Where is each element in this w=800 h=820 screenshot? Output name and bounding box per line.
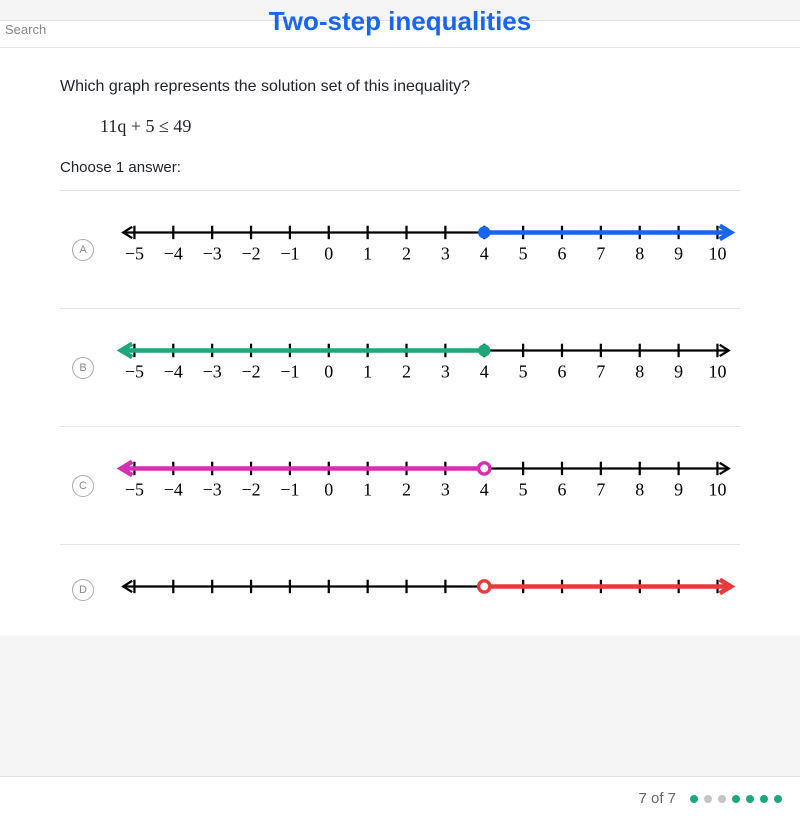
radio-d[interactable]: D — [72, 579, 94, 601]
svg-text:10: 10 — [709, 243, 727, 263]
answer-option-c[interactable]: C −5 −4 −3 −2 −1 0 1 2 3 4 5 6 7 8 9 10 — [60, 426, 740, 544]
radio-b[interactable]: B — [72, 357, 94, 379]
svg-text:−5: −5 — [125, 361, 144, 381]
inequality-expression: 11q + 5 ≤ 49 — [100, 116, 740, 137]
svg-text:6: 6 — [558, 479, 567, 499]
svg-text:9: 9 — [674, 479, 683, 499]
svg-text:2: 2 — [402, 361, 411, 381]
svg-text:10: 10 — [709, 361, 727, 381]
svg-text:−3: −3 — [203, 243, 222, 263]
answer-option-d[interactable]: D — [60, 544, 740, 635]
progress-dot — [704, 795, 712, 803]
svg-text:7: 7 — [596, 361, 605, 381]
svg-text:5: 5 — [519, 243, 528, 263]
progress-dot — [718, 795, 726, 803]
svg-text:0: 0 — [324, 361, 333, 381]
svg-text:−4: −4 — [164, 243, 183, 263]
svg-text:−1: −1 — [280, 361, 299, 381]
svg-text:−4: −4 — [164, 479, 183, 499]
answer-option-a[interactable]: A −5 −4 −3 −2 −1 0 1 2 3 4 5 6 7 8 9 10 — [60, 190, 740, 308]
page-title: Two-step inequalities — [0, 6, 800, 48]
choose-label: Choose 1 answer: — [60, 159, 740, 176]
svg-text:5: 5 — [519, 479, 528, 499]
question-area: Which graph represents the solution set … — [0, 48, 800, 635]
svg-text:9: 9 — [674, 243, 683, 263]
svg-text:3: 3 — [441, 479, 450, 499]
svg-text:3: 3 — [441, 243, 450, 263]
svg-text:2: 2 — [402, 479, 411, 499]
svg-text:−2: −2 — [241, 479, 260, 499]
svg-text:4: 4 — [480, 479, 489, 499]
pager-text: 7 of 7 — [638, 790, 676, 807]
svg-text:−3: −3 — [203, 361, 222, 381]
answers-container: A−5−4−3−2−1012345678910B−5−4−3−2−1012345… — [60, 190, 740, 635]
svg-text:7: 7 — [596, 243, 605, 263]
search-text: Search — [5, 22, 46, 37]
number-line-b: −5 −4 −3 −2 −1 0 1 2 3 4 5 6 7 8 9 10 — [112, 337, 740, 393]
number-line-d — [112, 573, 740, 602]
content: Two-step inequalities Which graph repres… — [0, 20, 800, 635]
svg-text:3: 3 — [441, 361, 450, 381]
svg-text:1: 1 — [363, 361, 372, 381]
progress-dot — [760, 795, 768, 803]
progress-dot — [690, 795, 698, 803]
answer-option-b[interactable]: B −5 −4 −3 −2 −1 0 1 2 3 4 5 6 7 8 9 10 — [60, 308, 740, 426]
svg-text:0: 0 — [324, 243, 333, 263]
svg-text:0: 0 — [324, 479, 333, 499]
svg-text:5: 5 — [519, 361, 528, 381]
svg-text:10: 10 — [709, 479, 727, 499]
svg-text:7: 7 — [596, 479, 605, 499]
radio-c[interactable]: C — [72, 475, 94, 497]
svg-text:6: 6 — [558, 243, 567, 263]
svg-text:−5: −5 — [125, 243, 144, 263]
question-text: Which graph represents the solution set … — [60, 78, 740, 96]
svg-text:4: 4 — [480, 361, 489, 381]
footer-bar: 7 of 7 — [0, 776, 800, 820]
svg-text:−2: −2 — [241, 361, 260, 381]
svg-text:−4: −4 — [164, 361, 183, 381]
progress-dot — [746, 795, 754, 803]
svg-text:8: 8 — [635, 243, 644, 263]
svg-text:−3: −3 — [203, 479, 222, 499]
progress-dot — [732, 795, 740, 803]
svg-text:4: 4 — [480, 243, 489, 263]
progress-dots — [690, 795, 782, 803]
svg-text:−5: −5 — [125, 479, 144, 499]
radio-a[interactable]: A — [72, 239, 94, 261]
number-line-a: −5 −4 −3 −2 −1 0 1 2 3 4 5 6 7 8 9 10 — [112, 219, 740, 275]
svg-text:−1: −1 — [280, 479, 299, 499]
progress-dot — [774, 795, 782, 803]
svg-text:9: 9 — [674, 361, 683, 381]
svg-text:1: 1 — [363, 479, 372, 499]
svg-text:−1: −1 — [280, 243, 299, 263]
svg-text:2: 2 — [402, 243, 411, 263]
svg-text:−2: −2 — [241, 243, 260, 263]
svg-text:8: 8 — [635, 479, 644, 499]
number-line-c: −5 −4 −3 −2 −1 0 1 2 3 4 5 6 7 8 9 10 — [112, 455, 740, 511]
svg-text:1: 1 — [363, 243, 372, 263]
svg-text:8: 8 — [635, 361, 644, 381]
svg-text:6: 6 — [558, 361, 567, 381]
